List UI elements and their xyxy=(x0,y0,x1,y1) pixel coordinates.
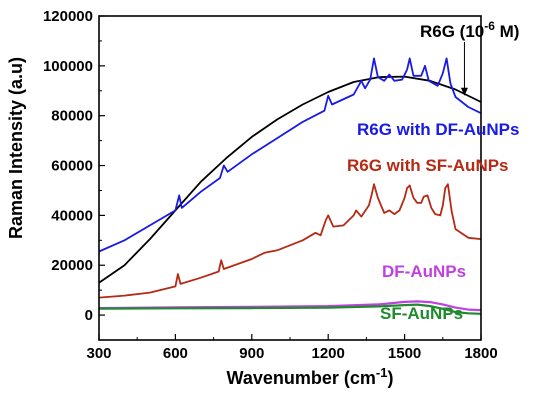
series-line-df-aunps xyxy=(98,300,482,312)
x-axis-title: Wavenumber (cm-1) xyxy=(227,365,394,388)
x-tick-label: 300 xyxy=(86,345,111,362)
series-line-r6g-with-sf-aunps xyxy=(98,183,482,299)
series-line-sf-aunps xyxy=(98,303,482,315)
x-tick-label: 900 xyxy=(239,345,264,362)
x-tick-label: 1500 xyxy=(388,345,421,362)
y-axis-title: Raman Intensity (a.u) xyxy=(6,57,26,239)
y-tick-label: 120000 xyxy=(43,8,93,25)
x-tick-label: 1800 xyxy=(464,345,497,362)
series-line-r6g-10-6-m xyxy=(98,75,482,284)
series-lines xyxy=(98,57,482,315)
x-tick-label: 600 xyxy=(163,345,188,362)
label-r6g-sf-aunps: R6G with SF-AuNPs xyxy=(347,156,509,175)
axis-ticks: 300 600 900 1200 1500 1800 0 20000 40000 60000 800… xyxy=(43,8,498,362)
plot-frame xyxy=(98,15,482,341)
label-sf-aunps: SF-AuNPs xyxy=(380,304,463,323)
y-tick-label: 0 xyxy=(85,307,93,324)
y-tick-label: 40000 xyxy=(51,207,93,224)
r6g-annotation-label: R6G (10-6 M) xyxy=(420,19,519,41)
y-tick-label: 20000 xyxy=(51,257,93,274)
annotation-arrowhead xyxy=(460,87,468,96)
x-tick-label: 1200 xyxy=(312,345,345,362)
y-tick-label: 80000 xyxy=(51,108,93,125)
label-r6g-df-aunps: R6G with DF-AuNPs xyxy=(357,120,519,139)
series-line-r6g-with-df-aunps xyxy=(98,57,482,253)
r6g-annotation: R6G (10-6 M) xyxy=(420,19,519,96)
y-tick-label: 60000 xyxy=(51,158,93,175)
y-tick-label: 100000 xyxy=(43,58,93,75)
label-df-aunps: DF-AuNPs xyxy=(382,262,466,281)
